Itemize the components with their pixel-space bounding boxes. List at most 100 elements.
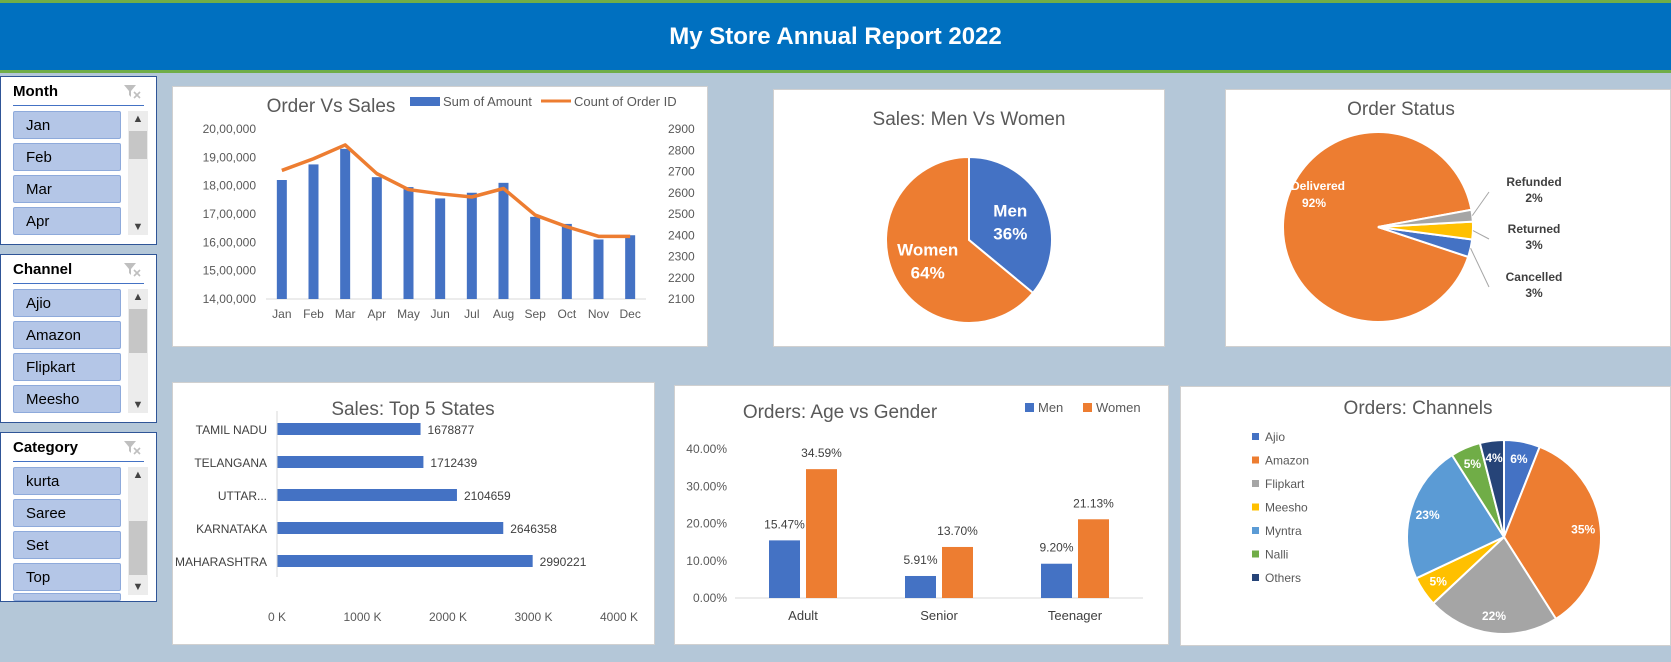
slicer-item-meesho[interactable]: Meesho [13, 385, 121, 413]
slicer-item-mar[interactable]: Mar [13, 175, 121, 203]
scroll-up-icon[interactable]: ▲ [132, 291, 144, 303]
x-tick-label-jul: Jul [464, 307, 479, 321]
clear-filter-icon[interactable] [122, 260, 142, 278]
legend-swatch-men [1025, 403, 1034, 412]
legend-label-flipkart: Flipkart [1265, 477, 1305, 491]
legend-swatch-nalli [1252, 550, 1259, 558]
order-status-card: Order Status Delivered 92% Refunded 2% Return… [1225, 89, 1671, 347]
y-tick-label-tamil-nadu: TAMIL NADU [196, 423, 267, 437]
y-tick-label: 40.00% [686, 442, 727, 456]
slicer-item-saree[interactable]: Saree [13, 499, 121, 527]
pie-pct-delivered: 92% [1302, 196, 1326, 210]
legend-label-men: Men [1038, 400, 1063, 415]
category-slicer-divider [13, 461, 144, 462]
legend-swatch-amount [410, 97, 440, 106]
legend-swatch-others [1252, 574, 1259, 581]
channel-slicer[interactable]: Channel Ajio Amazon Flipkart Meesho ▲ ▼ [0, 254, 157, 423]
bar-amount-jan [276, 180, 287, 299]
data-label-women-adult: 34.59% [801, 446, 842, 460]
data-label-men-teenager: 9.20% [1039, 541, 1073, 555]
bar-amount-feb [308, 164, 319, 299]
bar-telangana [277, 456, 424, 468]
pie-pct-women: 64% [911, 263, 945, 282]
bar-amount-aug [498, 182, 509, 299]
scroll-thumb[interactable] [129, 131, 147, 159]
x-tick-label-feb: Feb [303, 307, 324, 321]
pie-slice-delivered [1282, 131, 1473, 323]
slicer-item-apr[interactable]: Apr [13, 207, 121, 235]
month-slicer[interactable]: Month Jan Feb Mar Apr ▲ ▼ [0, 76, 157, 245]
y-tick-label: 0.00% [693, 591, 727, 605]
bar-amount-sep [530, 216, 541, 299]
slicer-item-feb[interactable]: Feb [13, 143, 121, 171]
slicer-item-partial[interactable] [13, 593, 121, 601]
y-left-tick-label: 20,00,000 [203, 122, 257, 136]
scroll-thumb[interactable] [129, 309, 147, 353]
data-label-maharashtra: 2990221 [540, 555, 587, 569]
pie-pct-flipkart: 22% [1482, 609, 1506, 623]
pie-slice-women [885, 155, 1035, 324]
order-vs-sales-chart: Order Vs Sales Sum of Amount Count of Orde… [203, 94, 695, 321]
legend-label-nalli: Nalli [1265, 548, 1288, 562]
pie-label-men: Men [993, 202, 1027, 221]
y-tick-label-telangana: TELANGANA [194, 456, 267, 470]
x-tick-label-senior: Senior [920, 608, 958, 623]
leader-line-returned [1472, 230, 1490, 240]
slicer-item-top[interactable]: Top [13, 563, 121, 591]
slicer-item-ajio[interactable]: Ajio [13, 289, 121, 317]
slicer-item-jan[interactable]: Jan [13, 111, 121, 139]
legend-label-meesho: Meesho [1265, 501, 1308, 515]
y-tick-label-uttar: UTTAR... [218, 489, 267, 503]
slicer-item-flipkart[interactable]: Flipkart [13, 353, 121, 381]
slicer-item-set[interactable]: Set [13, 531, 121, 559]
x-tick-label-mar: Mar [335, 307, 356, 321]
report-banner: My Store Annual Report 2022 [0, 0, 1671, 73]
scroll-up-icon[interactable]: ▲ [132, 469, 144, 481]
age-vs-gender-chart: Orders: Age vs Gender Men Women 0.00% 10.00%… [686, 400, 1143, 623]
chart-title: Sales: Top 5 States [331, 399, 494, 420]
category-slicer[interactable]: Category kurta Saree Set Top ▲ ▼ [0, 432, 157, 602]
x-tick-label-adult: Adult [788, 608, 818, 623]
scroll-down-icon[interactable]: ▼ [132, 581, 144, 593]
order-status-chart: Order Status Delivered 92% Refunded 2% Return… [1282, 99, 1562, 323]
bar-amount-may [403, 187, 414, 299]
scroll-thumb[interactable] [129, 521, 147, 575]
scroll-up-icon[interactable]: ▲ [132, 113, 144, 125]
legend-label-myntra: Myntra [1265, 524, 1302, 538]
y-tick-label: 30.00% [686, 479, 727, 493]
month-slicer-title: Month [13, 83, 58, 100]
legend-swatch-flipkart [1252, 480, 1259, 487]
channel-slicer-scrollbar[interactable]: ▲ ▼ [128, 289, 148, 413]
x-tick-label: 4000 K [600, 610, 638, 624]
pie-label-refunded: Refunded [1506, 175, 1561, 189]
leader-line-cancelled [1470, 248, 1490, 288]
slicer-item-amazon[interactable]: Amazon [13, 321, 121, 349]
age-vs-gender-card: Orders: Age vs Gender Men Women 0.00% 10.00%… [674, 385, 1169, 645]
bar-amount-apr [371, 177, 382, 299]
x-tick-label: 2000 K [429, 610, 467, 624]
x-tick-label: 3000 K [514, 610, 552, 624]
month-slicer-scrollbar[interactable]: ▲ ▼ [128, 111, 148, 235]
x-tick-label-dec: Dec [619, 307, 640, 321]
legend-label-women: Women [1096, 400, 1141, 415]
slicer-item-kurta[interactable]: kurta [13, 467, 121, 495]
pie-slice-amazon [1502, 445, 1602, 621]
data-label-karnataka: 2646358 [510, 522, 557, 536]
legend-swatch-meesho [1252, 503, 1259, 511]
y-right-tick-label: 2700 [668, 165, 695, 179]
category-slicer-scrollbar[interactable]: ▲ ▼ [128, 467, 148, 595]
pie-slice-men [968, 155, 1053, 295]
y-right-tick-label: 2500 [668, 207, 695, 221]
clear-filter-icon[interactable] [122, 438, 142, 456]
sales-men-women-card: Sales: Men Vs Women Men 36% Women 64% [773, 89, 1165, 347]
leader-line-refunded [1471, 191, 1490, 216]
bar-karnataka [277, 522, 504, 534]
pie-slice-myntra [1406, 453, 1506, 580]
pie-pct-refunded: 2% [1525, 191, 1543, 205]
pie-pct-nalli: 5% [1464, 457, 1482, 471]
orders-channels-card: Orders: Channels Ajio Amazon Flipkart Meesho… [1180, 386, 1671, 646]
scroll-down-icon[interactable]: ▼ [132, 399, 144, 411]
clear-filter-icon[interactable] [122, 82, 142, 100]
scroll-down-icon[interactable]: ▼ [132, 221, 144, 233]
legend-swatch-women [1083, 403, 1092, 412]
